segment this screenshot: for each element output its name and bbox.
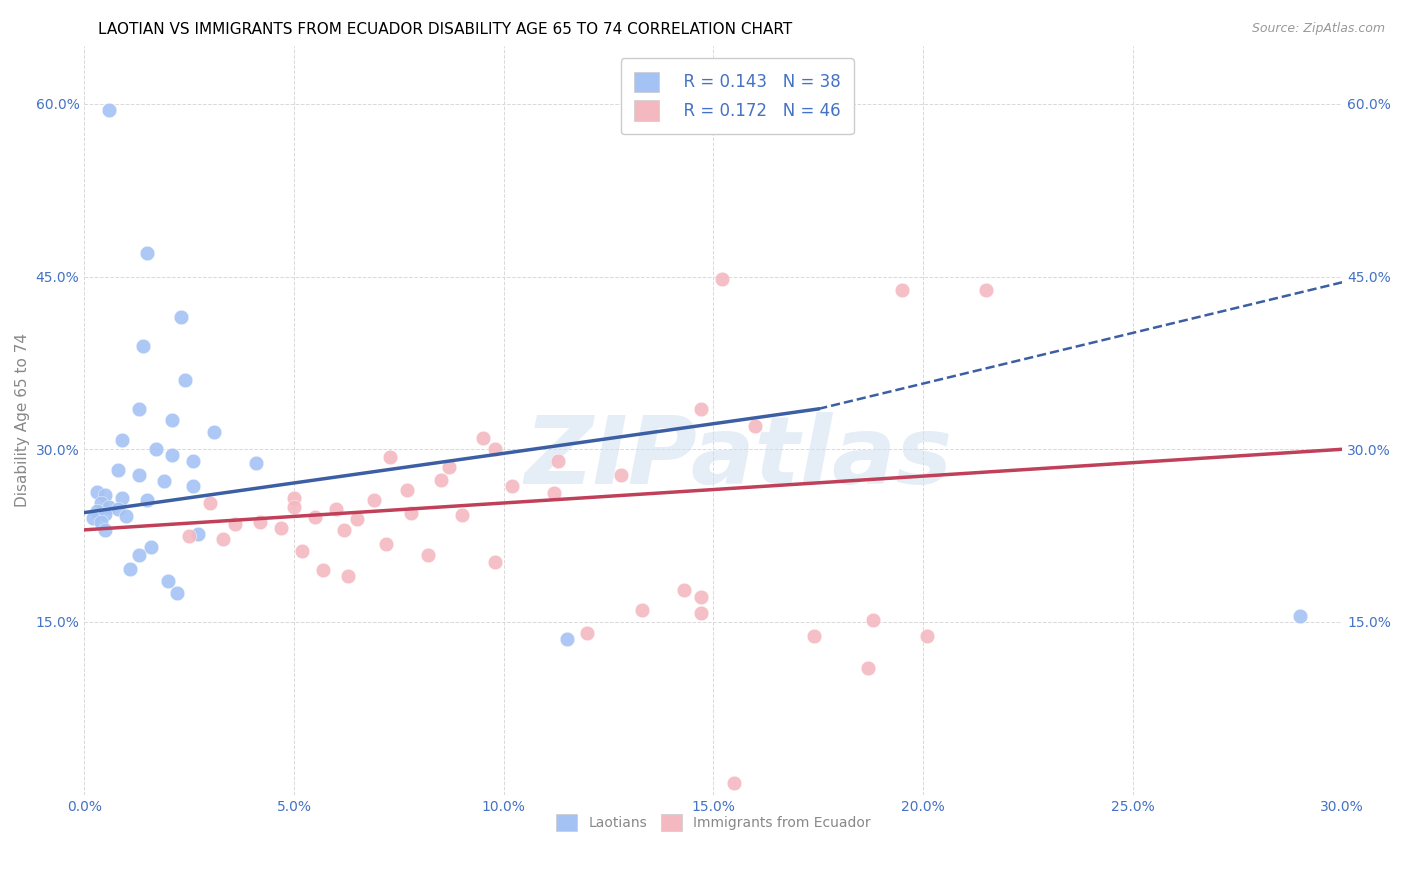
Point: [418, 548, 440, 562]
Point: [484, 442, 506, 457]
Point: [145, 442, 167, 457]
Point: [94, 488, 117, 502]
Point: [181, 479, 204, 493]
Point: [86, 484, 108, 499]
Point: [380, 450, 402, 465]
Point: [723, 776, 745, 790]
Point: [1289, 609, 1312, 624]
Point: [915, 629, 938, 643]
Legend: Laotians, Immigrants from Ecuador: Laotians, Immigrants from Ecuador: [551, 808, 876, 837]
Point: [245, 456, 267, 470]
Point: [689, 401, 711, 416]
Point: [891, 283, 914, 297]
Point: [128, 548, 150, 562]
Point: [136, 246, 159, 260]
Point: [132, 338, 155, 352]
Point: [291, 543, 314, 558]
Point: [437, 459, 460, 474]
Point: [283, 500, 305, 514]
Point: [363, 492, 385, 507]
Point: [153, 475, 176, 489]
Point: [198, 496, 221, 510]
Point: [672, 582, 695, 597]
Point: [162, 448, 184, 462]
Point: [111, 433, 134, 447]
Point: [471, 431, 494, 445]
Point: [82, 511, 104, 525]
Point: [974, 283, 997, 297]
Point: [90, 496, 112, 510]
Point: [283, 491, 305, 505]
Point: [186, 527, 208, 541]
Point: [94, 507, 117, 521]
Point: [249, 515, 271, 529]
Point: [174, 373, 197, 387]
Point: [547, 454, 569, 468]
Point: [689, 590, 711, 604]
Point: [744, 419, 766, 434]
Point: [631, 603, 654, 617]
Y-axis label: Disability Age 65 to 74: Disability Age 65 to 74: [15, 334, 30, 508]
Point: [858, 661, 880, 675]
Point: [396, 483, 419, 497]
Point: [710, 272, 733, 286]
Point: [141, 540, 163, 554]
Point: [162, 413, 184, 427]
Point: [181, 454, 204, 468]
Point: [501, 479, 523, 493]
Point: [157, 574, 180, 588]
Point: [304, 510, 326, 524]
Point: [86, 504, 108, 518]
Point: [543, 486, 565, 500]
Point: [179, 528, 201, 542]
Point: [346, 512, 368, 526]
Point: [166, 586, 188, 600]
Point: [202, 425, 225, 439]
Text: ZIPatlas: ZIPatlas: [524, 412, 952, 504]
Point: [803, 629, 825, 643]
Point: [94, 523, 117, 537]
Point: [98, 103, 121, 117]
Point: [337, 569, 360, 583]
Point: [450, 508, 472, 522]
Point: [555, 632, 578, 647]
Point: [107, 502, 129, 516]
Point: [107, 463, 129, 477]
Text: Source: ZipAtlas.com: Source: ZipAtlas.com: [1251, 22, 1385, 36]
Point: [128, 401, 150, 416]
Point: [862, 613, 884, 627]
Point: [429, 473, 451, 487]
Point: [610, 467, 633, 482]
Point: [484, 555, 506, 569]
Point: [111, 491, 134, 505]
Point: [576, 626, 599, 640]
Point: [270, 520, 292, 534]
Point: [224, 517, 246, 532]
Point: [375, 536, 398, 550]
Text: LAOTIAN VS IMMIGRANTS FROM ECUADOR DISABILITY AGE 65 TO 74 CORRELATION CHART: LAOTIAN VS IMMIGRANTS FROM ECUADOR DISAB…: [98, 22, 793, 37]
Point: [401, 506, 423, 520]
Point: [170, 310, 193, 324]
Point: [90, 515, 112, 529]
Point: [136, 492, 159, 507]
Point: [333, 523, 356, 537]
Point: [115, 509, 138, 524]
Point: [211, 532, 233, 546]
Point: [120, 562, 142, 576]
Point: [689, 606, 711, 620]
Point: [128, 467, 150, 482]
Point: [325, 502, 347, 516]
Point: [98, 500, 121, 514]
Point: [312, 563, 335, 577]
